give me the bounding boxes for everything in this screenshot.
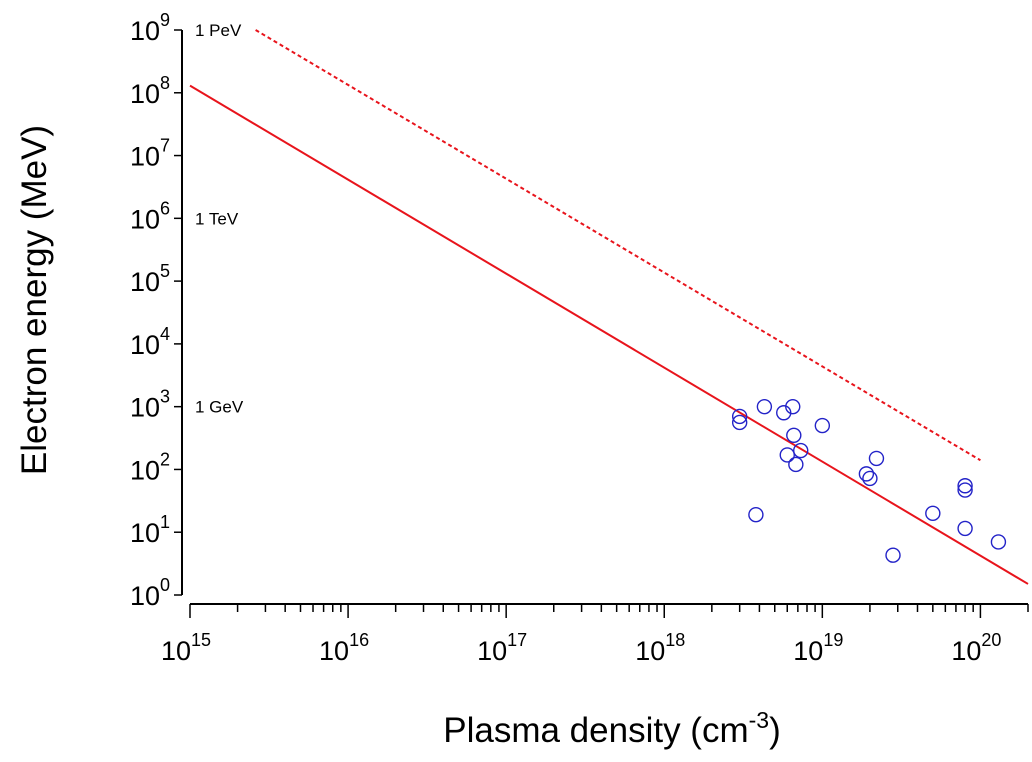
data-point (957, 520, 973, 537)
x-tick-base: 10 (635, 636, 665, 666)
x-tick-base: 10 (161, 636, 191, 666)
data-point (731, 414, 748, 431)
y-tick-base: 10 (130, 267, 160, 297)
energy-annotation: 1 TeV (195, 209, 239, 228)
y-tick-label: 107 (130, 136, 170, 172)
data-point (788, 456, 804, 473)
y-tick-base: 10 (130, 393, 160, 423)
data-point (785, 398, 801, 415)
y-tick-exponent: 3 (160, 387, 170, 407)
series (189, 29, 1029, 585)
data-point (957, 478, 973, 494)
data-point (731, 408, 748, 425)
y-tick-base: 10 (130, 518, 160, 548)
x-tick-label: 1018 (635, 630, 685, 666)
x-ticks: 1015 1016 1017 1018 1019 1020 (161, 604, 1029, 666)
energy-annotation: 1 GeV (195, 398, 244, 417)
x-axis-title-suffix: ) (769, 711, 781, 750)
x-tick-label: 1017 (477, 630, 527, 666)
data-point (862, 470, 878, 487)
y-tick-base: 10 (130, 16, 160, 46)
data-point (925, 505, 941, 522)
y-tick-exponent: 8 (160, 73, 170, 93)
data-point (814, 417, 831, 434)
x-tick-exponent: 18 (665, 630, 685, 650)
y-tick-label: 109 (130, 10, 170, 46)
y-tick-base: 10 (130, 330, 160, 360)
data-point (868, 450, 885, 467)
y-tick-label: 101 (130, 512, 170, 548)
y-tick-base: 10 (130, 204, 160, 234)
x-tick-exponent: 17 (507, 630, 527, 650)
y-tick-exponent: 7 (160, 136, 170, 156)
y-tick-base: 10 (130, 142, 160, 172)
solid-scaling-line (189, 84, 1029, 585)
y-tick-label: 102 (130, 449, 170, 485)
x-tick-exponent: 15 (191, 630, 211, 650)
y-tick-exponent: 4 (160, 324, 170, 344)
x-axis-title: Plasma density (cm-3) (443, 707, 780, 750)
x-tick-base: 10 (477, 636, 507, 666)
energy-annotation: 1 PeV (195, 21, 242, 40)
y-tick-label: 104 (130, 324, 170, 360)
y-tick-base: 10 (130, 455, 160, 485)
data-point (858, 466, 875, 482)
x-tick-exponent: 19 (823, 630, 843, 650)
data-point (793, 442, 809, 459)
y-axis-title: Electron energy (MeV) (15, 125, 54, 475)
y-tick-label: 108 (130, 73, 170, 109)
y-tick-exponent: 9 (160, 10, 170, 30)
x-tick-label: 1015 (161, 630, 211, 666)
y-tick-exponent: 6 (160, 198, 170, 218)
y-tick-exponent: 1 (160, 512, 170, 532)
data-point (779, 447, 795, 463)
y-tick-base: 10 (130, 79, 160, 109)
x-axis-title-main: Plasma density (cm (443, 711, 748, 750)
x-tick-exponent: 20 (981, 630, 1001, 650)
y-tick-label: 100 (130, 575, 170, 611)
annotations: 1 PeV 1 TeV 1 GeV (195, 21, 244, 417)
x-tick-base: 10 (793, 636, 823, 666)
x-tick-exponent: 16 (349, 630, 369, 650)
x-tick-base: 10 (951, 636, 981, 666)
x-tick-label: 1020 (951, 630, 1001, 666)
y-tick-exponent: 2 (160, 449, 170, 469)
x-tick-label: 1019 (793, 630, 843, 666)
x-tick-label: 1016 (319, 630, 369, 666)
y-tick-exponent: 5 (160, 261, 170, 281)
data-point (786, 427, 802, 443)
y-tick-exponent: 0 (160, 575, 170, 595)
data-point (756, 398, 773, 415)
dotted-scaling-line (255, 29, 981, 462)
y-tick-base: 10 (130, 581, 160, 611)
y-tick-label: 106 (130, 198, 170, 234)
x-axis-title-superscript: -3 (749, 707, 769, 733)
y-tick-label: 105 (130, 261, 170, 297)
y-tick-label: 103 (130, 387, 170, 423)
data-point (885, 547, 901, 563)
x-tick-base: 10 (319, 636, 349, 666)
data-point (990, 534, 1007, 550)
data-point (957, 482, 973, 498)
data-point (748, 507, 764, 523)
